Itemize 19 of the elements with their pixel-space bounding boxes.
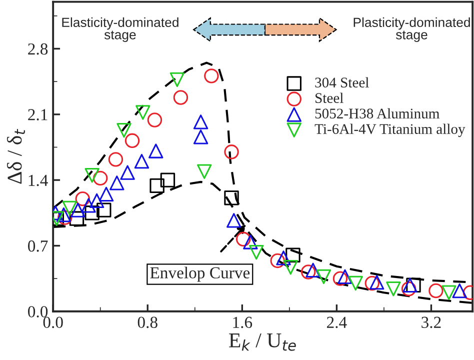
x-tick-label: 1.6	[233, 316, 252, 328]
legend-label: 5052-H38 Aluminum	[315, 108, 440, 118]
x-axis-title: E$_{k}$ / U$_{te}$	[229, 333, 296, 351]
x-tick-label: 3.2	[422, 316, 441, 328]
y-tick-label: 2.1	[28, 109, 48, 120]
y-tick-label: 1.4	[28, 174, 48, 186]
y-tick-label: 0.0	[28, 306, 48, 318]
x-tick-label: 0.8	[138, 316, 158, 328]
annotation: Envelop Curve	[150, 266, 250, 282]
x-tick-label: 0.0	[43, 316, 63, 328]
annotation: Plasticity-dominated stage	[354, 17, 470, 42]
y-axis-title: Δδ / δ$_{t}$	[6, 128, 25, 184]
y-tick-label: 0.7	[28, 240, 48, 252]
legend-label: Ti-6Al-4V Titanium alloy	[314, 124, 466, 137]
annotation: Elasticity-dominated stage	[62, 17, 178, 42]
y-tick-label: 2.8	[28, 43, 48, 55]
legend-label: Steel	[316, 92, 344, 103]
x-tick-label: 2.4	[327, 316, 347, 328]
legend-label: 304 Steel	[315, 77, 369, 88]
